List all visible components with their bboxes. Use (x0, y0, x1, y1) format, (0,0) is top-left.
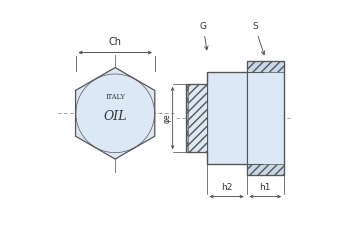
Text: G: G (199, 22, 208, 50)
Text: S: S (252, 22, 265, 55)
Text: Ch: Ch (108, 38, 122, 47)
Polygon shape (186, 84, 206, 152)
Text: φe: φe (162, 113, 171, 123)
Text: h1: h1 (260, 183, 271, 192)
Polygon shape (246, 164, 284, 176)
Text: OIL: OIL (103, 110, 127, 123)
Text: h2: h2 (221, 183, 232, 192)
Polygon shape (206, 72, 246, 164)
Polygon shape (246, 60, 284, 176)
Text: ITALY: ITALY (105, 93, 125, 101)
Polygon shape (76, 67, 155, 159)
Polygon shape (186, 84, 206, 152)
Polygon shape (246, 60, 284, 72)
Polygon shape (186, 84, 188, 152)
